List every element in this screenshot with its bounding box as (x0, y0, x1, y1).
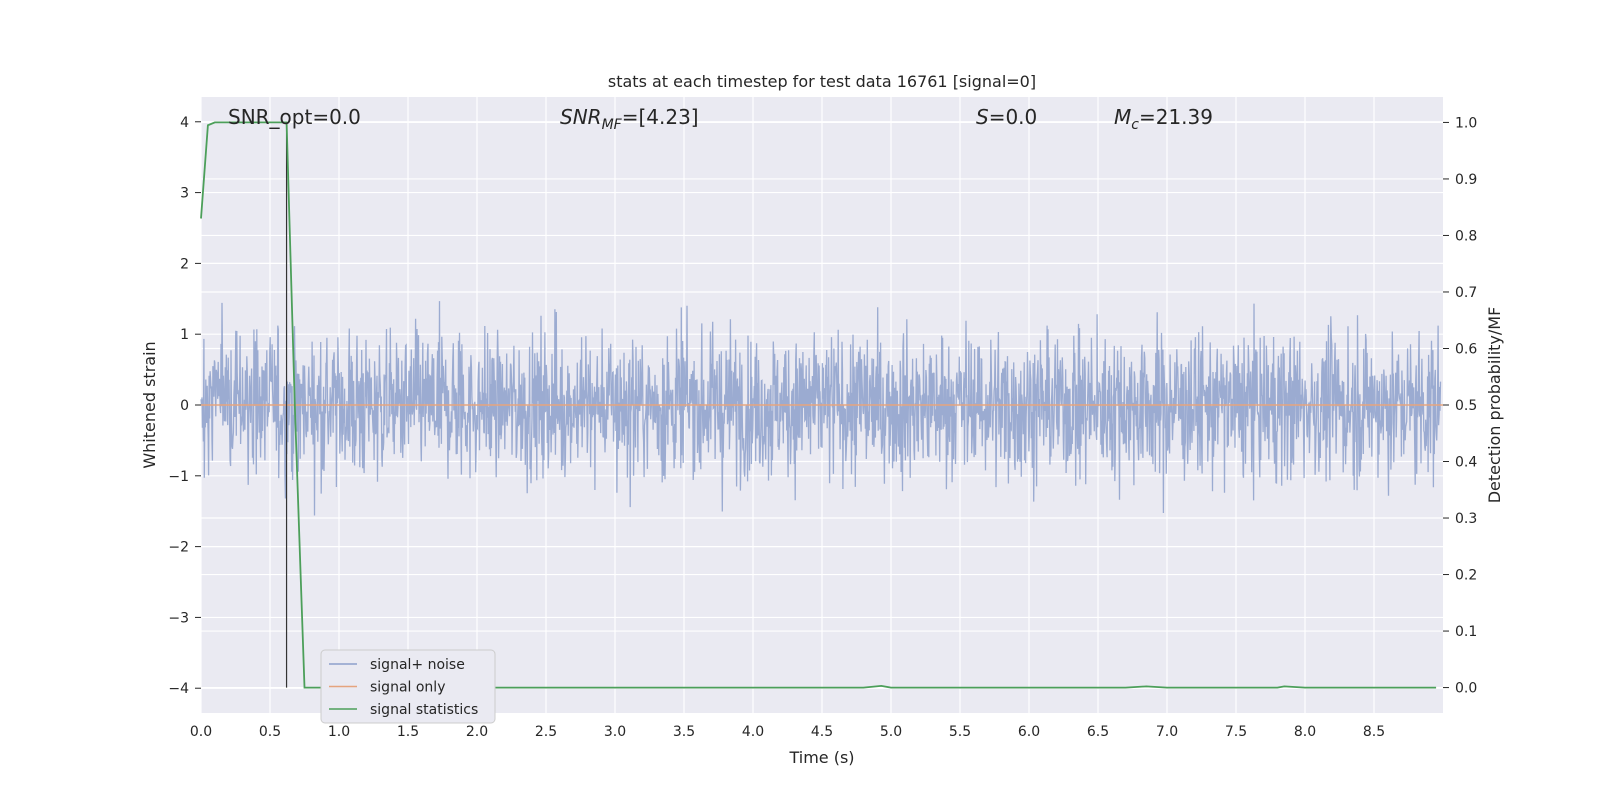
x-axis-ticks: 0.0 0.5 1.0 1.5 2.0 2.5 3.0 3.5 4.0 4.5 5.0 5.5 6.0 6… (190, 724, 1385, 740)
snr-opt-annotation: SNR_opt=0.0 (228, 105, 361, 129)
s-annotation: S=0.0 (976, 105, 1037, 129)
y-right-axis-label: Detection probability/MF (1485, 307, 1504, 504)
x-tick-label: 8.5 (1363, 724, 1385, 740)
snr-mf-sub: MF (602, 117, 623, 133)
y-right-tick-label: 0.6 (1455, 341, 1477, 357)
x-tick-label: 5.5 (949, 724, 971, 740)
x-tick-label: 2.0 (466, 724, 488, 740)
y-axis-ticks: 4 3 2 1 0 −1 −2 −3 −4 (168, 115, 201, 697)
y-tick-label: 1 (180, 327, 189, 343)
legend-label-signal-only: signal only (370, 680, 445, 696)
x-tick-label: 3.5 (673, 724, 695, 740)
s-main: S (976, 105, 989, 129)
x-tick-label: 6.5 (1087, 724, 1109, 740)
legend-box (320, 649, 496, 724)
y-tick-label: 3 (180, 186, 189, 202)
y-tick-label: −1 (168, 469, 189, 485)
y-right-tick-label: 0.9 (1455, 172, 1477, 188)
mc-value: =21.39 (1139, 105, 1213, 129)
x-tick-label: 0.5 (259, 724, 281, 740)
y-tick-label: −4 (168, 681, 189, 697)
x-tick-label: 8.0 (1294, 724, 1316, 740)
y-right-tick-label: 0.2 (1455, 568, 1477, 584)
x-tick-label: 0.0 (190, 724, 212, 740)
x-tick-label: 3.0 (604, 724, 626, 740)
y-tick-label: 2 (180, 256, 189, 272)
mc-main: M (1114, 105, 1131, 129)
y-right-tick-label: 0.7 (1455, 285, 1477, 301)
x-tick-label: 1.5 (397, 724, 419, 740)
x-tick-label: 7.0 (1156, 724, 1178, 740)
chart-title: stats at each timestep for test data 167… (608, 72, 1036, 91)
x-tick-label: 4.5 (811, 724, 833, 740)
x-tick-label: 5.0 (880, 724, 902, 740)
legend-label-signal-noise: signal+ noise (370, 657, 465, 673)
y-tick-label: −3 (168, 610, 189, 626)
y-tick-label: 0 (180, 398, 189, 414)
mc-annotation: Mc=21.39 (1114, 105, 1213, 133)
y-right-axis-ticks: 1.0 0.9 0.8 0.7 0.6 0.5 0.4 0.3 0.2 0.1 0.0 (1443, 115, 1477, 697)
y-right-tick-label: 0.0 (1455, 681, 1477, 697)
y-right-tick-label: 0.8 (1455, 228, 1477, 244)
mc-sub: c (1131, 117, 1139, 133)
x-tick-label: 4.0 (742, 724, 764, 740)
y-right-tick-label: 0.5 (1455, 398, 1477, 414)
s-value: =0.0 (989, 105, 1038, 129)
y-axis-label: Whitened strain (140, 341, 159, 468)
x-tick-label: 6.0 (1018, 724, 1040, 740)
y-right-tick-label: 1.0 (1455, 115, 1477, 131)
x-tick-label: 7.5 (1225, 724, 1247, 740)
snr-mf-main: SNR (560, 105, 602, 129)
y-tick-label: −2 (168, 540, 189, 556)
signal-noise-line (200, 301, 1442, 516)
legend-label-signal-statistics: signal statistics (370, 702, 478, 718)
y-right-tick-label: 0.4 (1455, 455, 1477, 471)
x-tick-label: 2.5 (535, 724, 557, 740)
x-tick-label: 1.0 (328, 724, 350, 740)
signal-noise-series (200, 301, 1442, 516)
snr-mf-value: =[4.23] (622, 105, 699, 129)
legend: signal+ noise signal only signal statist… (320, 649, 496, 724)
snr-mf-annotation: SNRMF=[4.23] (560, 105, 699, 133)
y-right-tick-label: 0.1 (1455, 624, 1477, 640)
y-right-tick-label: 0.3 (1455, 511, 1477, 527)
y-tick-label: 4 (180, 115, 189, 131)
x-axis-label: Time (s) (788, 748, 854, 767)
